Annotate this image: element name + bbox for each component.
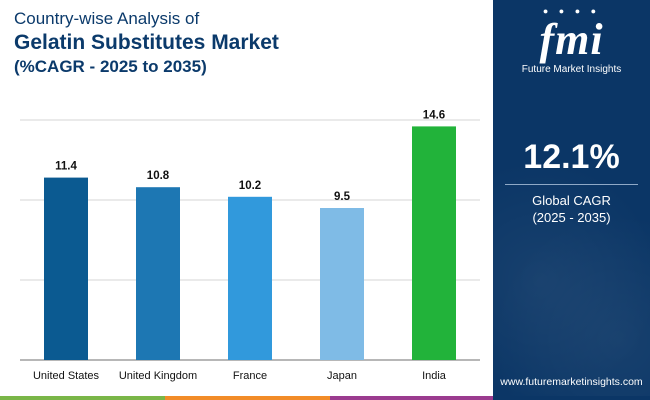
x-tick-label: United States [33,370,100,382]
footer-segment [165,396,330,400]
bar-india [412,126,456,361]
global-cagr-label: Global CAGR [532,193,611,208]
title-prefix: Country-wise Analysis of [14,9,200,28]
website-link[interactable]: www.futuremarketinsights.com [500,376,643,388]
footer-segment [493,396,650,400]
global-cagr-period: (2025 - 2035) [532,210,611,225]
logo-icons: ● ● ● ● [542,6,601,16]
fmi-logo: ● ● ● ● fmi Future Market Insights [493,6,650,75]
data-label: 11.4 [55,161,77,173]
logo-wordmark: fmi [539,15,604,64]
bar-united-states [44,177,88,360]
data-label: 10.8 [147,170,170,182]
x-tick-label: Japan [327,370,357,382]
global-cagr-value: 12.1% [523,138,620,176]
chart-title: Gelatin Substitutes Market [14,31,279,54]
footer-segment [330,396,493,400]
bar-france [228,196,272,360]
chart-subtitle: (%CAGR - 2025 to 2035) [14,57,207,76]
bar-chart: 11.4 United States 10.8 United Kingdom 10.2 F… [20,109,480,382]
x-tick-label: India [422,370,447,382]
x-tick-label: France [233,370,267,382]
data-label: 14.6 [423,109,445,121]
bar-united-kingdom [136,187,180,360]
data-label: 9.5 [334,191,351,203]
chart-title-block: Country-wise Analysis of Gelatin Substit… [14,8,279,78]
logo-subtitle: Future Market Insights [521,64,622,75]
footer-segment [0,396,165,400]
data-label: 10.2 [239,180,261,192]
x-tick-label: United Kingdom [119,370,197,382]
bar-japan [320,208,364,360]
side-panel: ● ● ● ● fmi Future Market Insights 12.1%… [493,0,650,400]
cagr-divider [505,184,638,185]
